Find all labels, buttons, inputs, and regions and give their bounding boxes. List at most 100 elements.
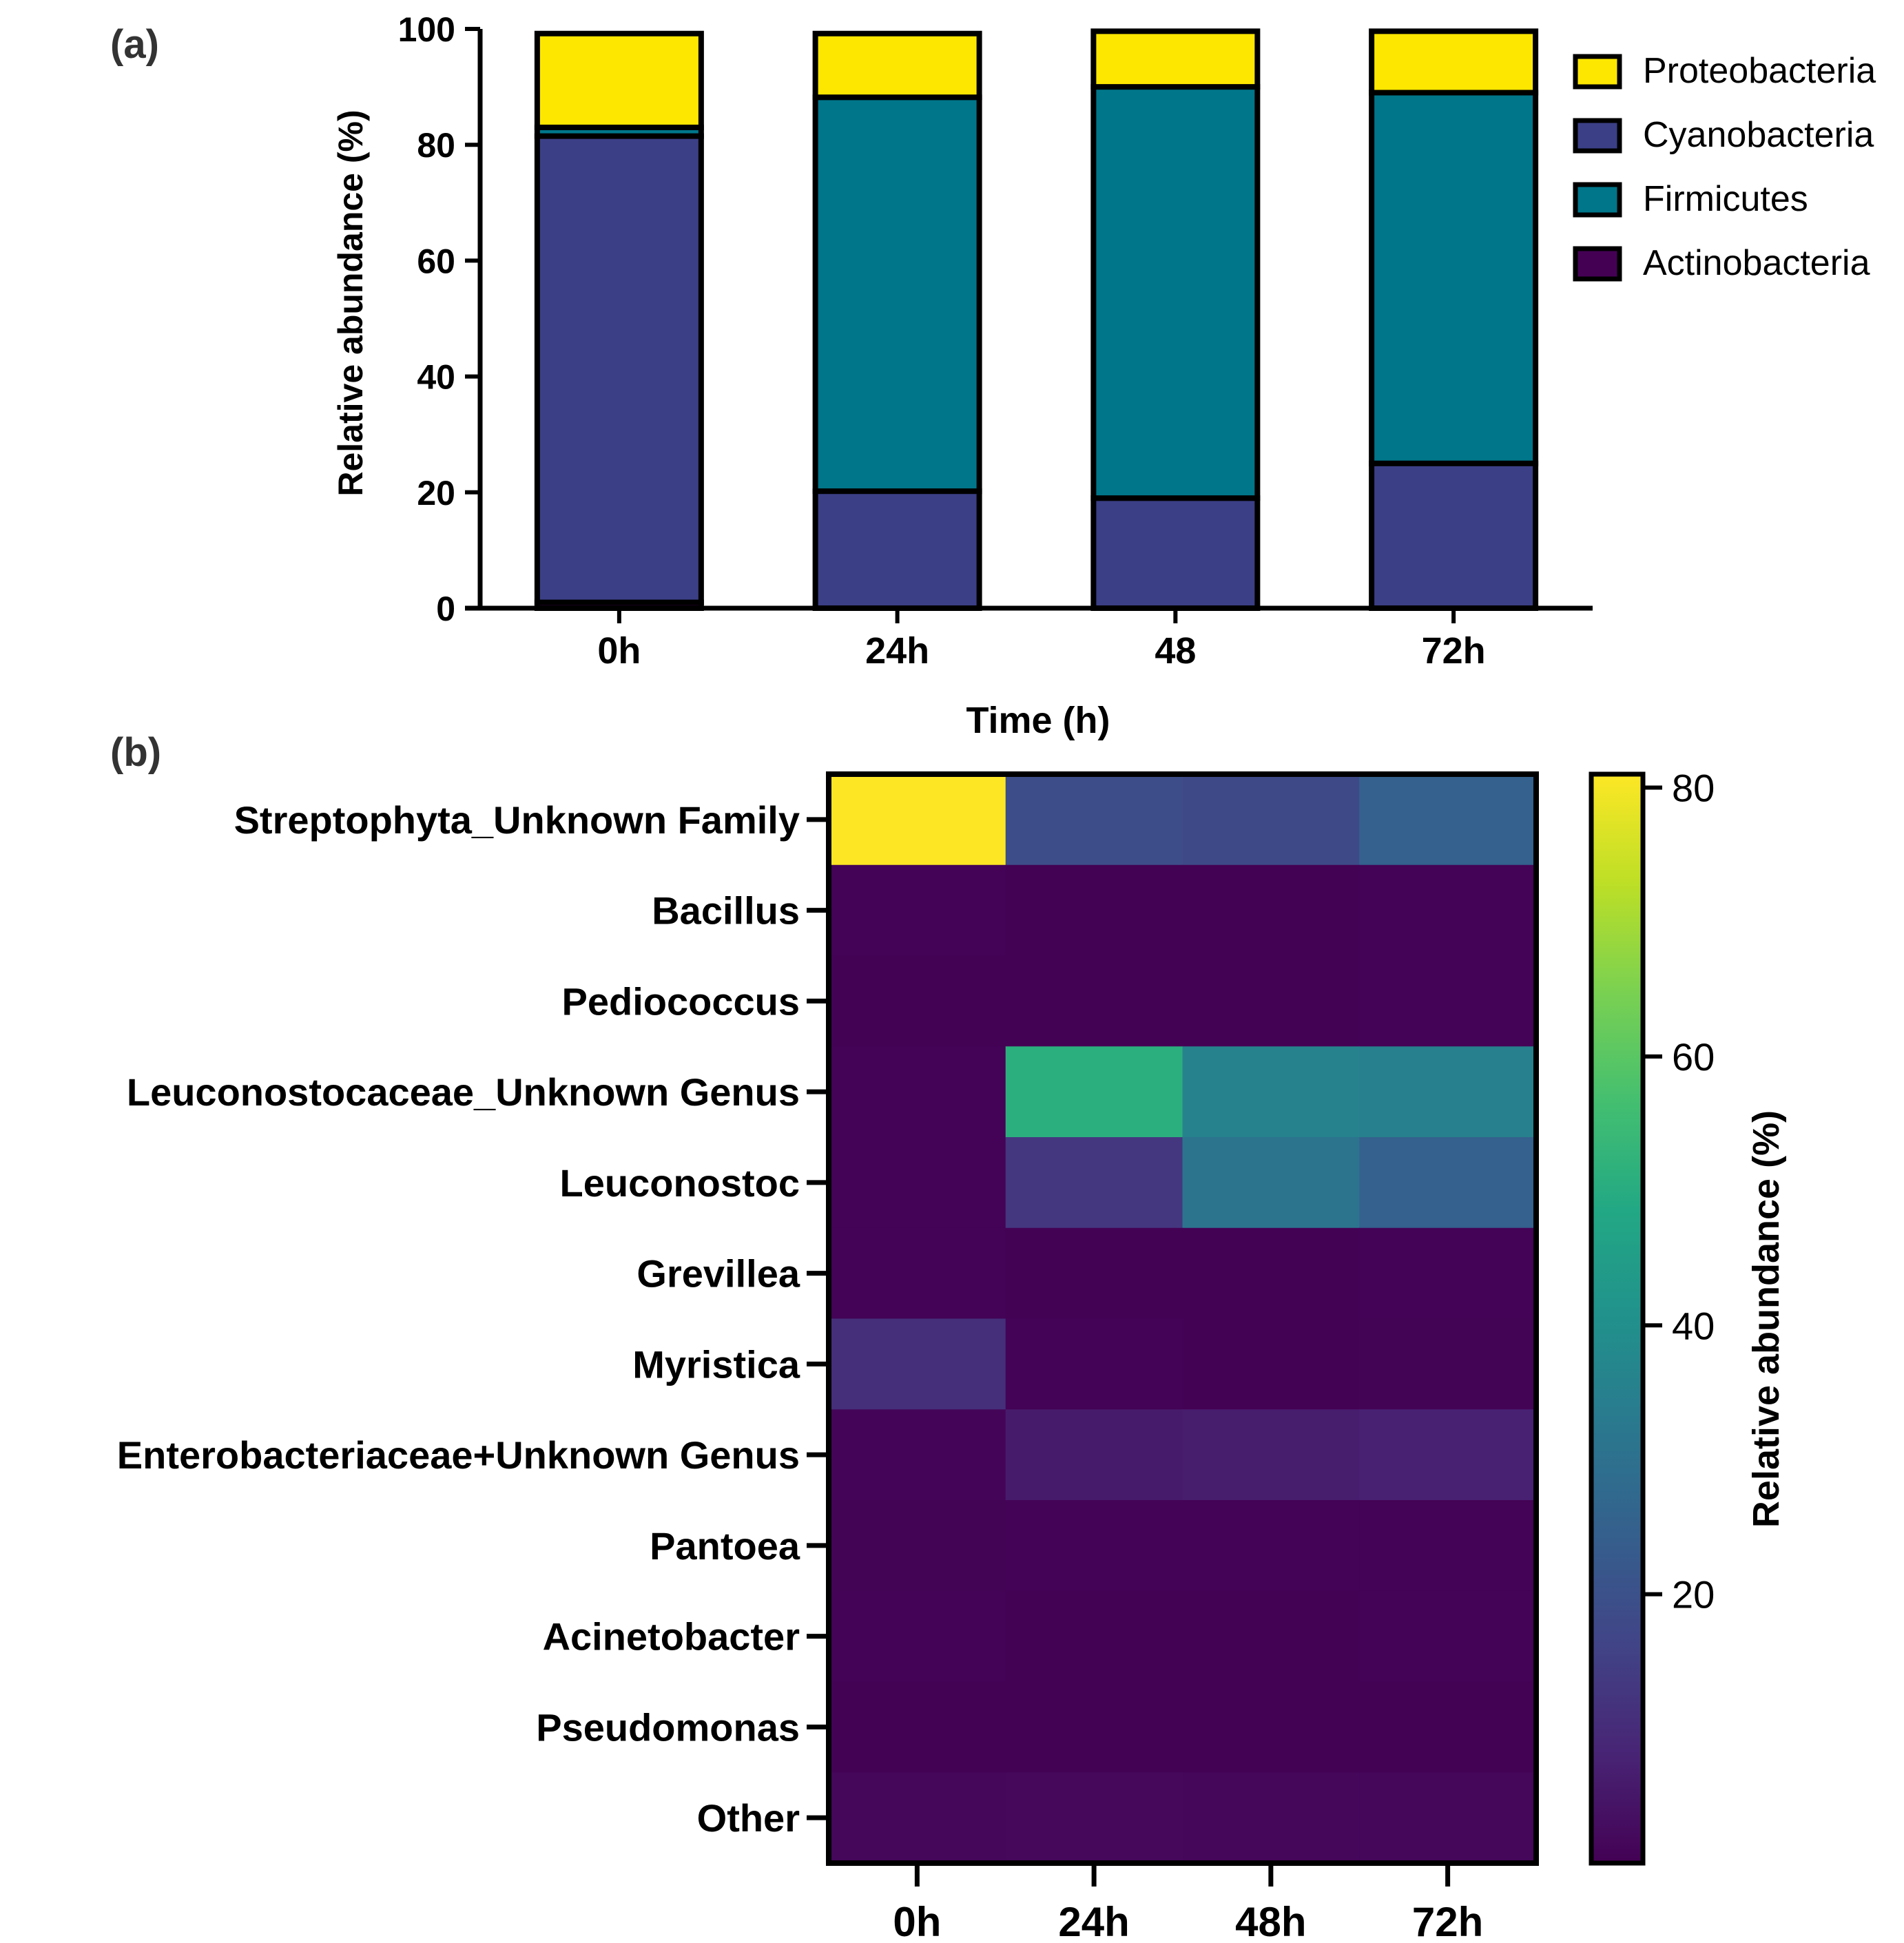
row-label-pantoea: Pantoea (650, 1524, 800, 1568)
heatmap-cell-bacillus-0h (829, 864, 1006, 956)
heatmap-cell-enterobacteriaceae-unknown-genus-48h (1182, 1409, 1360, 1501)
heatmap-cell-streptophyta-unknown-family-24h (1005, 774, 1183, 866)
row-label-enterobacteriaceae-unknown-genus: Enterobacteriaceae+Unknown Genus (117, 1433, 800, 1477)
colorbar-tick-label: 60 (1672, 1035, 1715, 1079)
legend-swatch-firmicutes (1573, 182, 1622, 218)
x-tick-label: 24h (865, 630, 929, 672)
y-axis: 0 20 40 60 80 100 (398, 10, 483, 628)
heatmap-cell-bacillus-48h (1182, 864, 1360, 956)
heatmap-cell-acinetobacter-48h (1182, 1590, 1360, 1682)
heatmap-cell-leuconostoc-24h (1005, 1137, 1183, 1229)
y-tick-label: 100 (398, 10, 455, 49)
heatmap-cell-other-72h (1359, 1772, 1537, 1864)
heatmap-cell-myristica-24h (1005, 1318, 1183, 1410)
heatmap-cell-other-48h (1182, 1772, 1360, 1864)
heatmap-cell-grevillea-24h (1005, 1227, 1183, 1319)
heatmap-cell-bacillus-24h (1005, 864, 1183, 956)
legend-label-proteobacteria: Proteobacteria (1643, 51, 1876, 91)
colorbar-tick-label: 40 (1672, 1304, 1715, 1347)
x-tick-label: 48 (1155, 630, 1196, 672)
heatmap-cell-acinetobacter-72h (1359, 1590, 1537, 1682)
x-axis-title: Time (h) (966, 700, 1110, 741)
colorbar-title: Relative abundance (%) (1746, 1110, 1787, 1528)
heatmap-cell-enterobacteriaceae-unknown-genus-24h (1005, 1409, 1183, 1501)
bar-proteobacteria-72h (1369, 28, 1539, 96)
heatmap-cell-other-24h (1005, 1772, 1183, 1864)
y-tick-label: 60 (417, 242, 455, 280)
y-tick-label: 0 (436, 590, 455, 628)
heatmap-cell-leuconostocaceae-unknown-genus-0h (829, 1046, 1006, 1138)
heatmap-cell-leuconostoc-0h (829, 1137, 1006, 1229)
heatmap-cell-pediococcus-48h (1182, 955, 1360, 1047)
bar-cyanobacteria-24h (812, 488, 982, 611)
heatmap-frame (826, 771, 1539, 1866)
heatmap-cell-grevillea-48h (1182, 1227, 1360, 1319)
row-label-pseudomonas: Pseudomonas (536, 1705, 800, 1749)
y-axis-title: Relative abundance (%) (331, 110, 370, 496)
panel-b-label: (b) (110, 730, 161, 775)
heatmap-cell-enterobacteriaceae-unknown-genus-0h (829, 1409, 1006, 1501)
heatmap-cell-pediococcus-24h (1005, 955, 1183, 1047)
colorbar-tick-label: 20 (1672, 1573, 1715, 1617)
bar-cyanobacteria-48 (1090, 495, 1261, 612)
heatmap-cell-grevillea-72h (1359, 1227, 1537, 1319)
x-tick-label: 72h (1422, 630, 1486, 672)
heatmap-cell-pseudomonas-48h (1182, 1681, 1360, 1773)
bar-proteobacteria-48 (1090, 28, 1261, 90)
row-label-streptophyta-unknown-family: Streptophyta_Unknown Family (234, 798, 800, 842)
bar-proteobacteria-24h (812, 30, 982, 101)
row-label-other: Other (697, 1796, 800, 1840)
heatmap-cell-pantoea-0h (829, 1500, 1006, 1592)
heatmap-cell-pantoea-72h (1359, 1500, 1537, 1592)
heatmap-row-labels: Streptophyta_Unknown Family Bacillus Pedio… (117, 798, 829, 1840)
panel-a-label: (a) (110, 22, 159, 67)
heatmap-cell-acinetobacter-0h (829, 1590, 1006, 1682)
heatmap-cell-leuconostocaceae-unknown-genus-48h (1182, 1046, 1360, 1138)
row-label-myristica: Myristica (632, 1342, 800, 1386)
bar-firmicutes-48 (1090, 84, 1261, 501)
column-label-48h: 48h (1235, 1899, 1306, 1943)
colorbar-gradient (1589, 771, 1646, 1866)
column-label-0h: 0h (893, 1899, 941, 1943)
heatmap-cells (826, 771, 1539, 1866)
column-label-72h: 72h (1412, 1899, 1483, 1943)
legend-label-firmicutes: Firmicutes (1643, 179, 1808, 219)
bar-proteobacteria-0h (534, 30, 704, 130)
column-label-24h: 24h (1058, 1899, 1129, 1943)
legend-swatch-cyanobacteria (1573, 118, 1622, 154)
heatmap-cell-myristica-0h (829, 1318, 1006, 1410)
heatmap-cell-myristica-72h (1359, 1318, 1537, 1410)
x-tick-label: 0h (597, 630, 641, 672)
heatmap-cell-streptophyta-unknown-family-48h (1182, 774, 1360, 866)
row-label-leuconostoc: Leuconostoc (560, 1161, 800, 1205)
legend: Proteobacteria Cyanobacteria Firmicutes Act… (1573, 51, 1876, 283)
panel-b: (b) Streptophyta_Unknown Family Bacillus P… (110, 730, 1787, 1943)
row-label-bacillus: Bacillus (652, 889, 800, 933)
heatmap-cell-streptophyta-unknown-family-72h (1359, 774, 1537, 866)
legend-label-actinobacteria: Actinobacteria (1643, 243, 1870, 283)
legend-label-cyanobacteria: Cyanobacteria (1643, 115, 1874, 155)
y-tick-label: 40 (417, 358, 455, 397)
colorbar-tick-label: 80 (1672, 767, 1715, 810)
row-label-acinetobacter: Acinetobacter (543, 1615, 800, 1659)
bar-firmicutes-72h (1369, 90, 1539, 466)
heatmap-cell-streptophyta-unknown-family-0h (829, 774, 1006, 866)
heatmap-cell-bacillus-72h (1359, 864, 1537, 956)
legend-swatch-proteobacteria (1573, 54, 1622, 90)
legend-swatch-actinobacteria (1573, 246, 1622, 282)
y-tick-label: 80 (417, 126, 455, 165)
heatmap-column-labels: 0h 24h 48h 72h (893, 1863, 1483, 1943)
heatmap-cell-grevillea-0h (829, 1227, 1006, 1319)
heatmap-cell-leuconostocaceae-unknown-genus-24h (1005, 1046, 1183, 1138)
heatmap-cell-pseudomonas-0h (829, 1681, 1006, 1773)
row-label-leuconostocaceae-unknown-genus: Leuconostocaceae_Unknown Genus (127, 1070, 800, 1114)
heatmap-cell-pantoea-24h (1005, 1500, 1183, 1592)
bar-firmicutes-24h (812, 94, 982, 495)
bar-cyanobacteria-0h (534, 133, 704, 605)
heatmap-cell-pantoea-48h (1182, 1500, 1360, 1592)
row-label-pediococcus: Pediococcus (562, 979, 800, 1023)
heatmap-cell-leuconostoc-72h (1359, 1137, 1537, 1229)
x-axis: 0h 24h 48 72h (465, 605, 1593, 672)
heatmap-cell-pseudomonas-24h (1005, 1681, 1183, 1773)
